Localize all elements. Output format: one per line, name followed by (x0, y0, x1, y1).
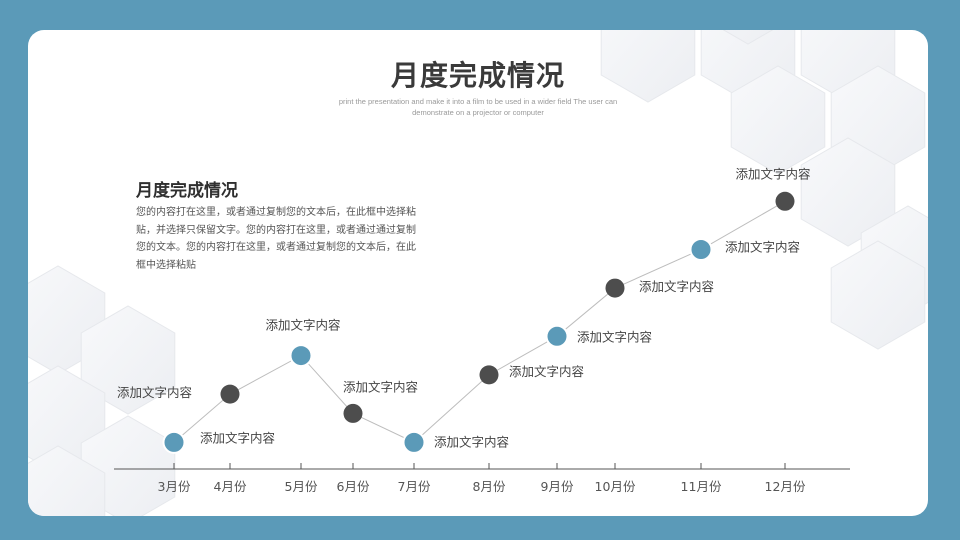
x-tick-label: 8月份 (473, 479, 506, 494)
background-hexagon (600, 30, 696, 103)
data-point (545, 324, 569, 348)
line-chart: 3月份 4月份 5月份 6月份 7月份 8月份 9月份 10月份 11月份 12月份 添加文字内容… (114, 166, 850, 494)
data-point-label: 添加文字内容 (735, 166, 810, 181)
data-point-label: 添加文字内容 (434, 434, 509, 449)
x-tick-label: 11月份 (681, 479, 722, 494)
data-point (289, 344, 313, 368)
background-hexagon (830, 240, 926, 350)
background-hexagon (800, 137, 896, 247)
x-tick-label: 9月份 (541, 479, 574, 494)
x-tick-label: 10月份 (595, 479, 636, 494)
hexagon-pattern-background (28, 30, 928, 516)
background-hexagon (28, 445, 106, 516)
series-line (173, 200, 786, 443)
data-point-label: 添加文字内容 (117, 385, 192, 400)
slide-subtitle: print the presentation and make it into … (338, 97, 618, 117)
x-tick-label: 5月份 (285, 479, 318, 494)
data-point (775, 191, 795, 211)
x-tick-label: 6月份 (337, 479, 370, 494)
data-point (162, 430, 186, 454)
section-title: 月度完成情况 (136, 181, 238, 201)
data-point (402, 430, 426, 454)
x-tick-label: 12月份 (765, 479, 806, 494)
background-hexagon (722, 30, 774, 45)
data-point-label: 添加文字内容 (509, 364, 584, 379)
x-tick-label: 7月份 (398, 479, 431, 494)
data-point (343, 403, 363, 423)
data-point (689, 238, 713, 261)
slide-title: 月度完成情况 (390, 59, 565, 92)
data-point (220, 384, 240, 404)
x-tick-label: 3月份 (158, 479, 191, 494)
background-hexagon (730, 65, 826, 175)
background-hexagon (80, 305, 176, 415)
data-point (605, 278, 625, 298)
data-point-label: 添加文字内容 (265, 318, 340, 333)
data-point (479, 365, 499, 385)
data-point-label: 添加文字内容 (343, 379, 418, 394)
data-point-label: 添加文字内容 (577, 329, 652, 344)
data-point-label: 添加文字内容 (725, 240, 800, 255)
data-point-label: 添加文字内容 (200, 430, 275, 445)
section-body-text: 您的内容打在这里，或者通过复制您的文本后，在此框中选择粘贴，并选择只保留文字。您… (136, 207, 416, 271)
slide-card: 月度完成情况 print the presentation and make i… (28, 30, 928, 516)
data-point-label: 添加文字内容 (639, 279, 714, 294)
x-tick-label: 4月份 (214, 479, 247, 494)
